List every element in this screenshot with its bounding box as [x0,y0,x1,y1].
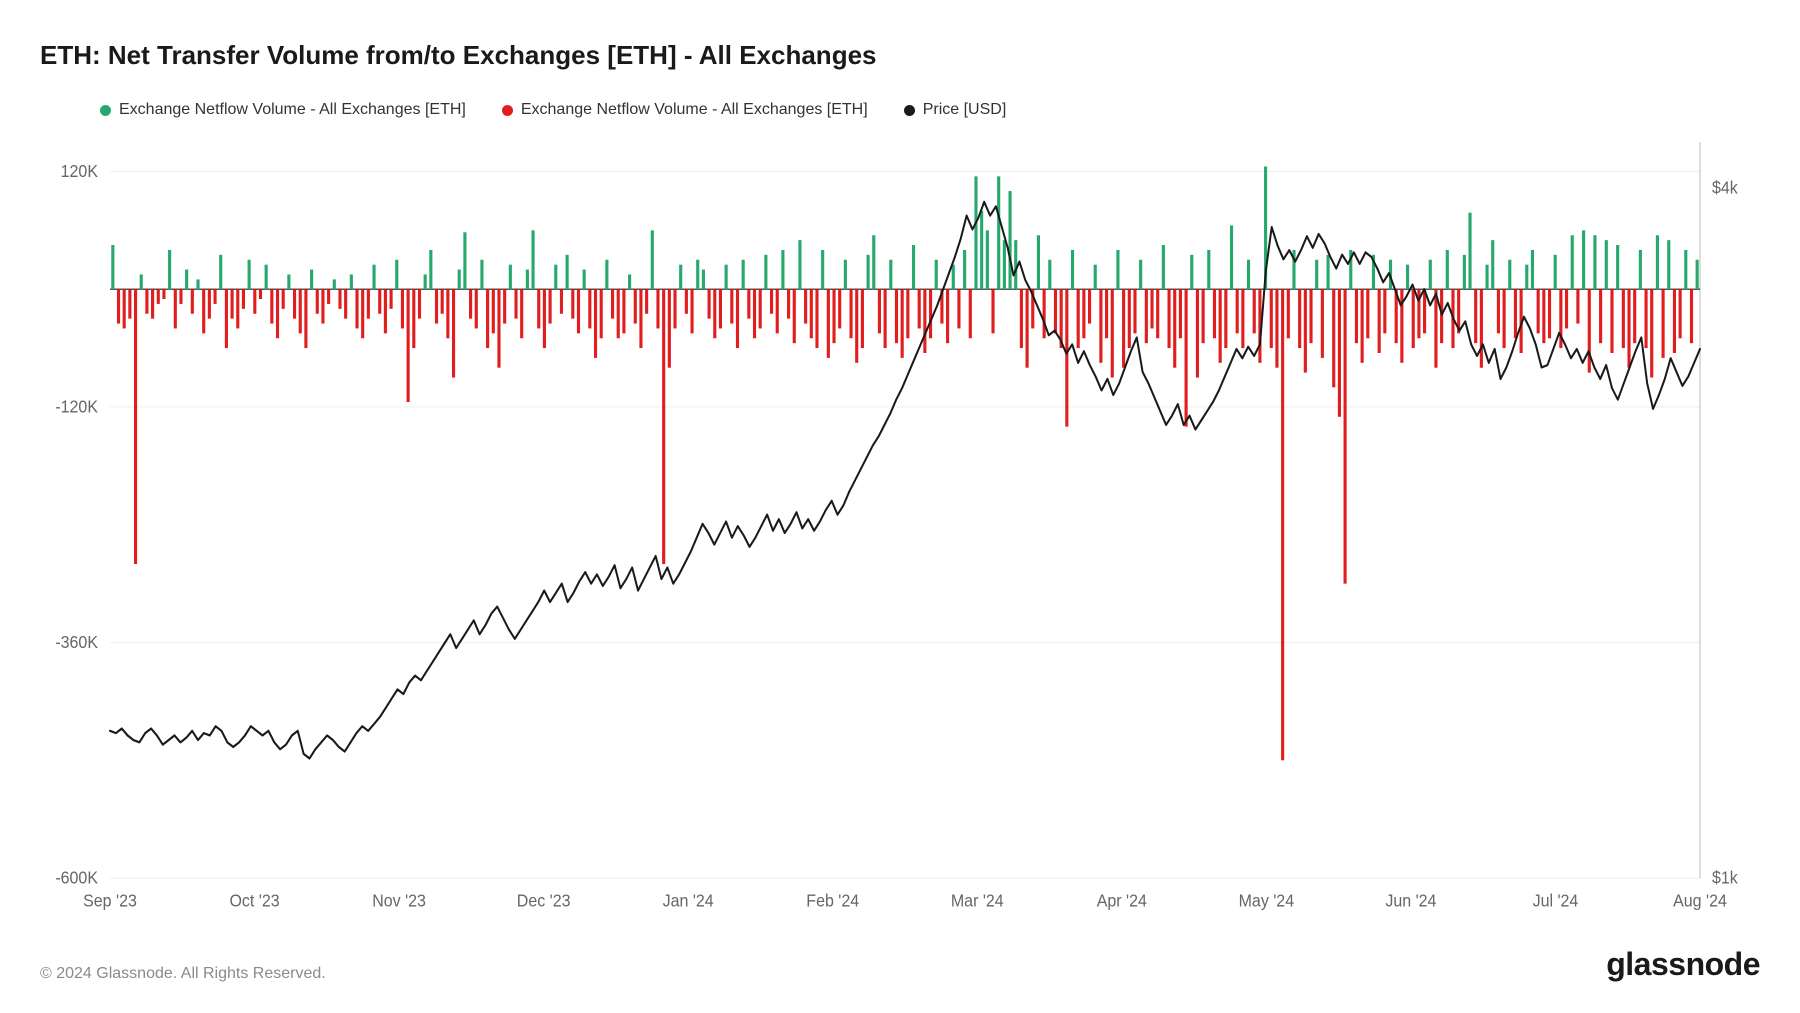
legend-item-negative: Exchange Netflow Volume - All Exchanges … [502,101,868,119]
svg-text:May '24: May '24 [1239,891,1294,911]
svg-text:Feb '24: Feb '24 [806,891,859,911]
svg-text:Jan '24: Jan '24 [663,891,714,911]
svg-text:Apr '24: Apr '24 [1097,891,1147,911]
legend-item-positive: Exchange Netflow Volume - All Exchanges … [100,101,466,119]
legend-dot-price [904,105,915,116]
svg-text:Jun '24: Jun '24 [1385,891,1436,911]
svg-text:Jul '24: Jul '24 [1533,891,1579,911]
brand-logo: glassnode [1606,946,1760,983]
svg-text:-120K: -120K [55,397,98,417]
svg-text:$4k: $4k [1712,178,1738,198]
chart-area: 120K -120K -360K -600K $4k $1k Sep '23 Oct '23 N… [40,131,1760,922]
legend-label-price: Price [USD] [923,101,1007,119]
svg-text:Nov '23: Nov '23 [372,891,426,911]
svg-text:Sep '23: Sep '23 [83,891,137,911]
chart-svg: 120K -120K -360K -600K $4k $1k Sep '23 Oct '23 N… [40,131,1760,922]
svg-text:$1k: $1k [1712,868,1738,888]
legend-item-price: Price [USD] [904,101,1007,119]
svg-text:Mar '24: Mar '24 [951,891,1004,911]
svg-text:Dec '23: Dec '23 [517,891,571,911]
legend-dot-negative [502,105,513,116]
svg-text:Oct '23: Oct '23 [229,891,279,911]
legend-label-negative: Exchange Netflow Volume - All Exchanges … [521,101,868,119]
chart-legend: Exchange Netflow Volume - All Exchanges … [100,101,1760,119]
svg-text:-360K: -360K [55,632,98,652]
copyright-text: © 2024 Glassnode. All Rights Reserved. [40,965,326,983]
chart-title: ETH: Net Transfer Volume from/to Exchang… [40,40,1760,71]
svg-text:120K: 120K [61,161,99,181]
legend-label-positive: Exchange Netflow Volume - All Exchanges … [119,101,466,119]
legend-dot-positive [100,105,111,116]
svg-text:-600K: -600K [55,868,98,888]
svg-text:Aug '24: Aug '24 [1673,891,1727,911]
